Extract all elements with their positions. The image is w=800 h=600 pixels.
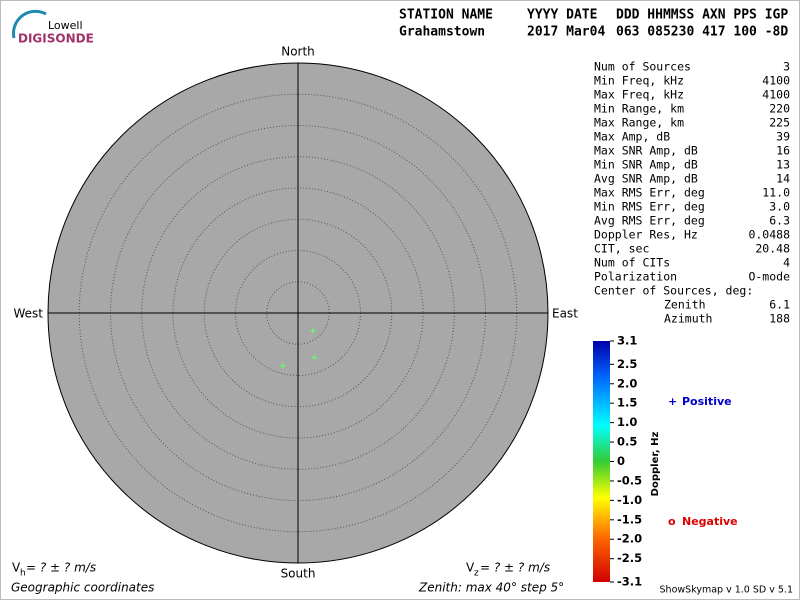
polar-plot: North South West East [13, 45, 578, 581]
center-value: 6.1 [769, 298, 790, 312]
stat-label: Max SNR Amp, dB [594, 144, 698, 158]
stat-value: 11.0 [762, 186, 790, 200]
stat-label: Polarization [594, 270, 677, 284]
stat-label: Min Freq, kHz [594, 74, 684, 88]
dir-east: East [552, 307, 578, 321]
logo-bottom: DIGISONDE [18, 32, 94, 46]
legend-symbol: + [668, 395, 677, 408]
stat-value: 14 [776, 172, 790, 186]
colorbar-tick-label: 2.0 [617, 376, 637, 390]
legend-label: Negative [682, 515, 738, 528]
stat-label: CIT, sec [594, 242, 649, 256]
stat-label: Avg SNR Amp, dB [594, 172, 698, 186]
header-column: STATION NAME [399, 8, 493, 23]
stat-label: Max Range, km [594, 116, 684, 130]
center-label: Azimuth [664, 312, 712, 326]
stat-value: 0.0488 [748, 228, 790, 242]
stat-label: Max Freq, kHz [594, 88, 684, 102]
stat-value: 20.48 [755, 242, 790, 256]
velocity-value: = ? ± ? m/s [480, 561, 550, 575]
header-value: Grahamstown [399, 25, 485, 40]
velocity-value: = ? ± ? m/s [26, 561, 96, 575]
legend-symbol: o [668, 515, 676, 528]
colorbar [593, 341, 610, 582]
colorbar-tick-label: -2.5 [617, 551, 642, 565]
legend-label: Positive [682, 395, 732, 408]
stat-value: 220 [769, 102, 790, 116]
velocity-symbol: V [12, 561, 21, 575]
header-value: 2017 Mar04 [527, 25, 605, 40]
source-point [279, 362, 286, 369]
stat-label: Doppler Res, Hz [594, 228, 698, 242]
stat-label: Num of CITs [594, 256, 670, 270]
velocity-sub: z [474, 569, 479, 579]
stat-value: 4100 [762, 74, 790, 88]
colorbar-tick-label: 3.1 [617, 334, 637, 348]
colorbar-tick-label: 0.5 [617, 435, 637, 449]
stat-label: Min SNR Amp, dB [594, 158, 698, 172]
center-value: 188 [769, 312, 790, 326]
header-value: 063 085230 417 100 -8D [616, 25, 788, 40]
version: ShowSkymap v 1.0 SD v 5.1 [660, 585, 793, 596]
header-column: YYYY DATE [527, 8, 597, 23]
stat-label: Min Range, km [594, 102, 684, 116]
stat-value: 6.3 [769, 214, 790, 228]
colorbar-tick-label: -1.5 [617, 512, 642, 526]
stat-label: Avg RMS Err, deg [594, 214, 705, 228]
colorbar-tick-label: -3.1 [617, 575, 642, 589]
stat-label: Num of Sources [594, 60, 691, 74]
colorbar-tick-label: 0 [617, 454, 625, 468]
stats: Num of Sources 3 Min Freq, kHz 4100 Max Freq… [594, 60, 790, 326]
stat-value: 225 [769, 116, 790, 130]
dir-west: West [13, 307, 43, 321]
stat-label: Min RMS Err, deg [594, 200, 705, 214]
stat-value: 4 [783, 256, 790, 270]
header-column: DDD HHMMSS AXN PPS IGP [616, 8, 788, 23]
stat-label: Max RMS Err, deg [594, 186, 705, 200]
colorbar-tick-label: 1.0 [617, 415, 637, 429]
logo-top: Lowell [48, 19, 83, 32]
dir-north: North [281, 45, 315, 59]
colorbar-tick-label: 1.5 [617, 396, 637, 410]
colorbar-tick-label: -2.0 [617, 532, 642, 546]
dir-south: South [281, 567, 316, 581]
colorbar-tick-label: -0.5 [617, 473, 642, 487]
stat-value: 13 [776, 158, 790, 172]
velocity-symbol: V [466, 561, 475, 575]
colorbar-tick-label: 2.5 [617, 357, 637, 371]
colorbar-tick-label: -1.0 [617, 493, 642, 507]
stat-value: 39 [776, 130, 790, 144]
logo-arc [12, 9, 47, 39]
stat-value: O-mode [748, 270, 790, 284]
stat-label: Max Amp, dB [594, 130, 670, 144]
stat-value: 3 [783, 60, 790, 74]
stat-value: 16 [776, 144, 790, 158]
source-point [309, 327, 316, 334]
header: STATION NAME Grahamstown YYYY DATE 2017 Mar… [399, 8, 788, 40]
velocity-sub: h [20, 569, 26, 579]
colorbar-label: Doppler, Hz [650, 432, 661, 497]
stat-value: 4100 [762, 88, 790, 102]
center-label: Zenith [664, 298, 706, 312]
stat-value: 3.0 [769, 200, 790, 214]
zenith-note: Zenith: max 40° step 5° [418, 581, 564, 595]
center-title: Center of Sources, deg: [594, 284, 753, 298]
source-point [311, 354, 318, 361]
coords: Geographic coordinates [11, 581, 154, 595]
